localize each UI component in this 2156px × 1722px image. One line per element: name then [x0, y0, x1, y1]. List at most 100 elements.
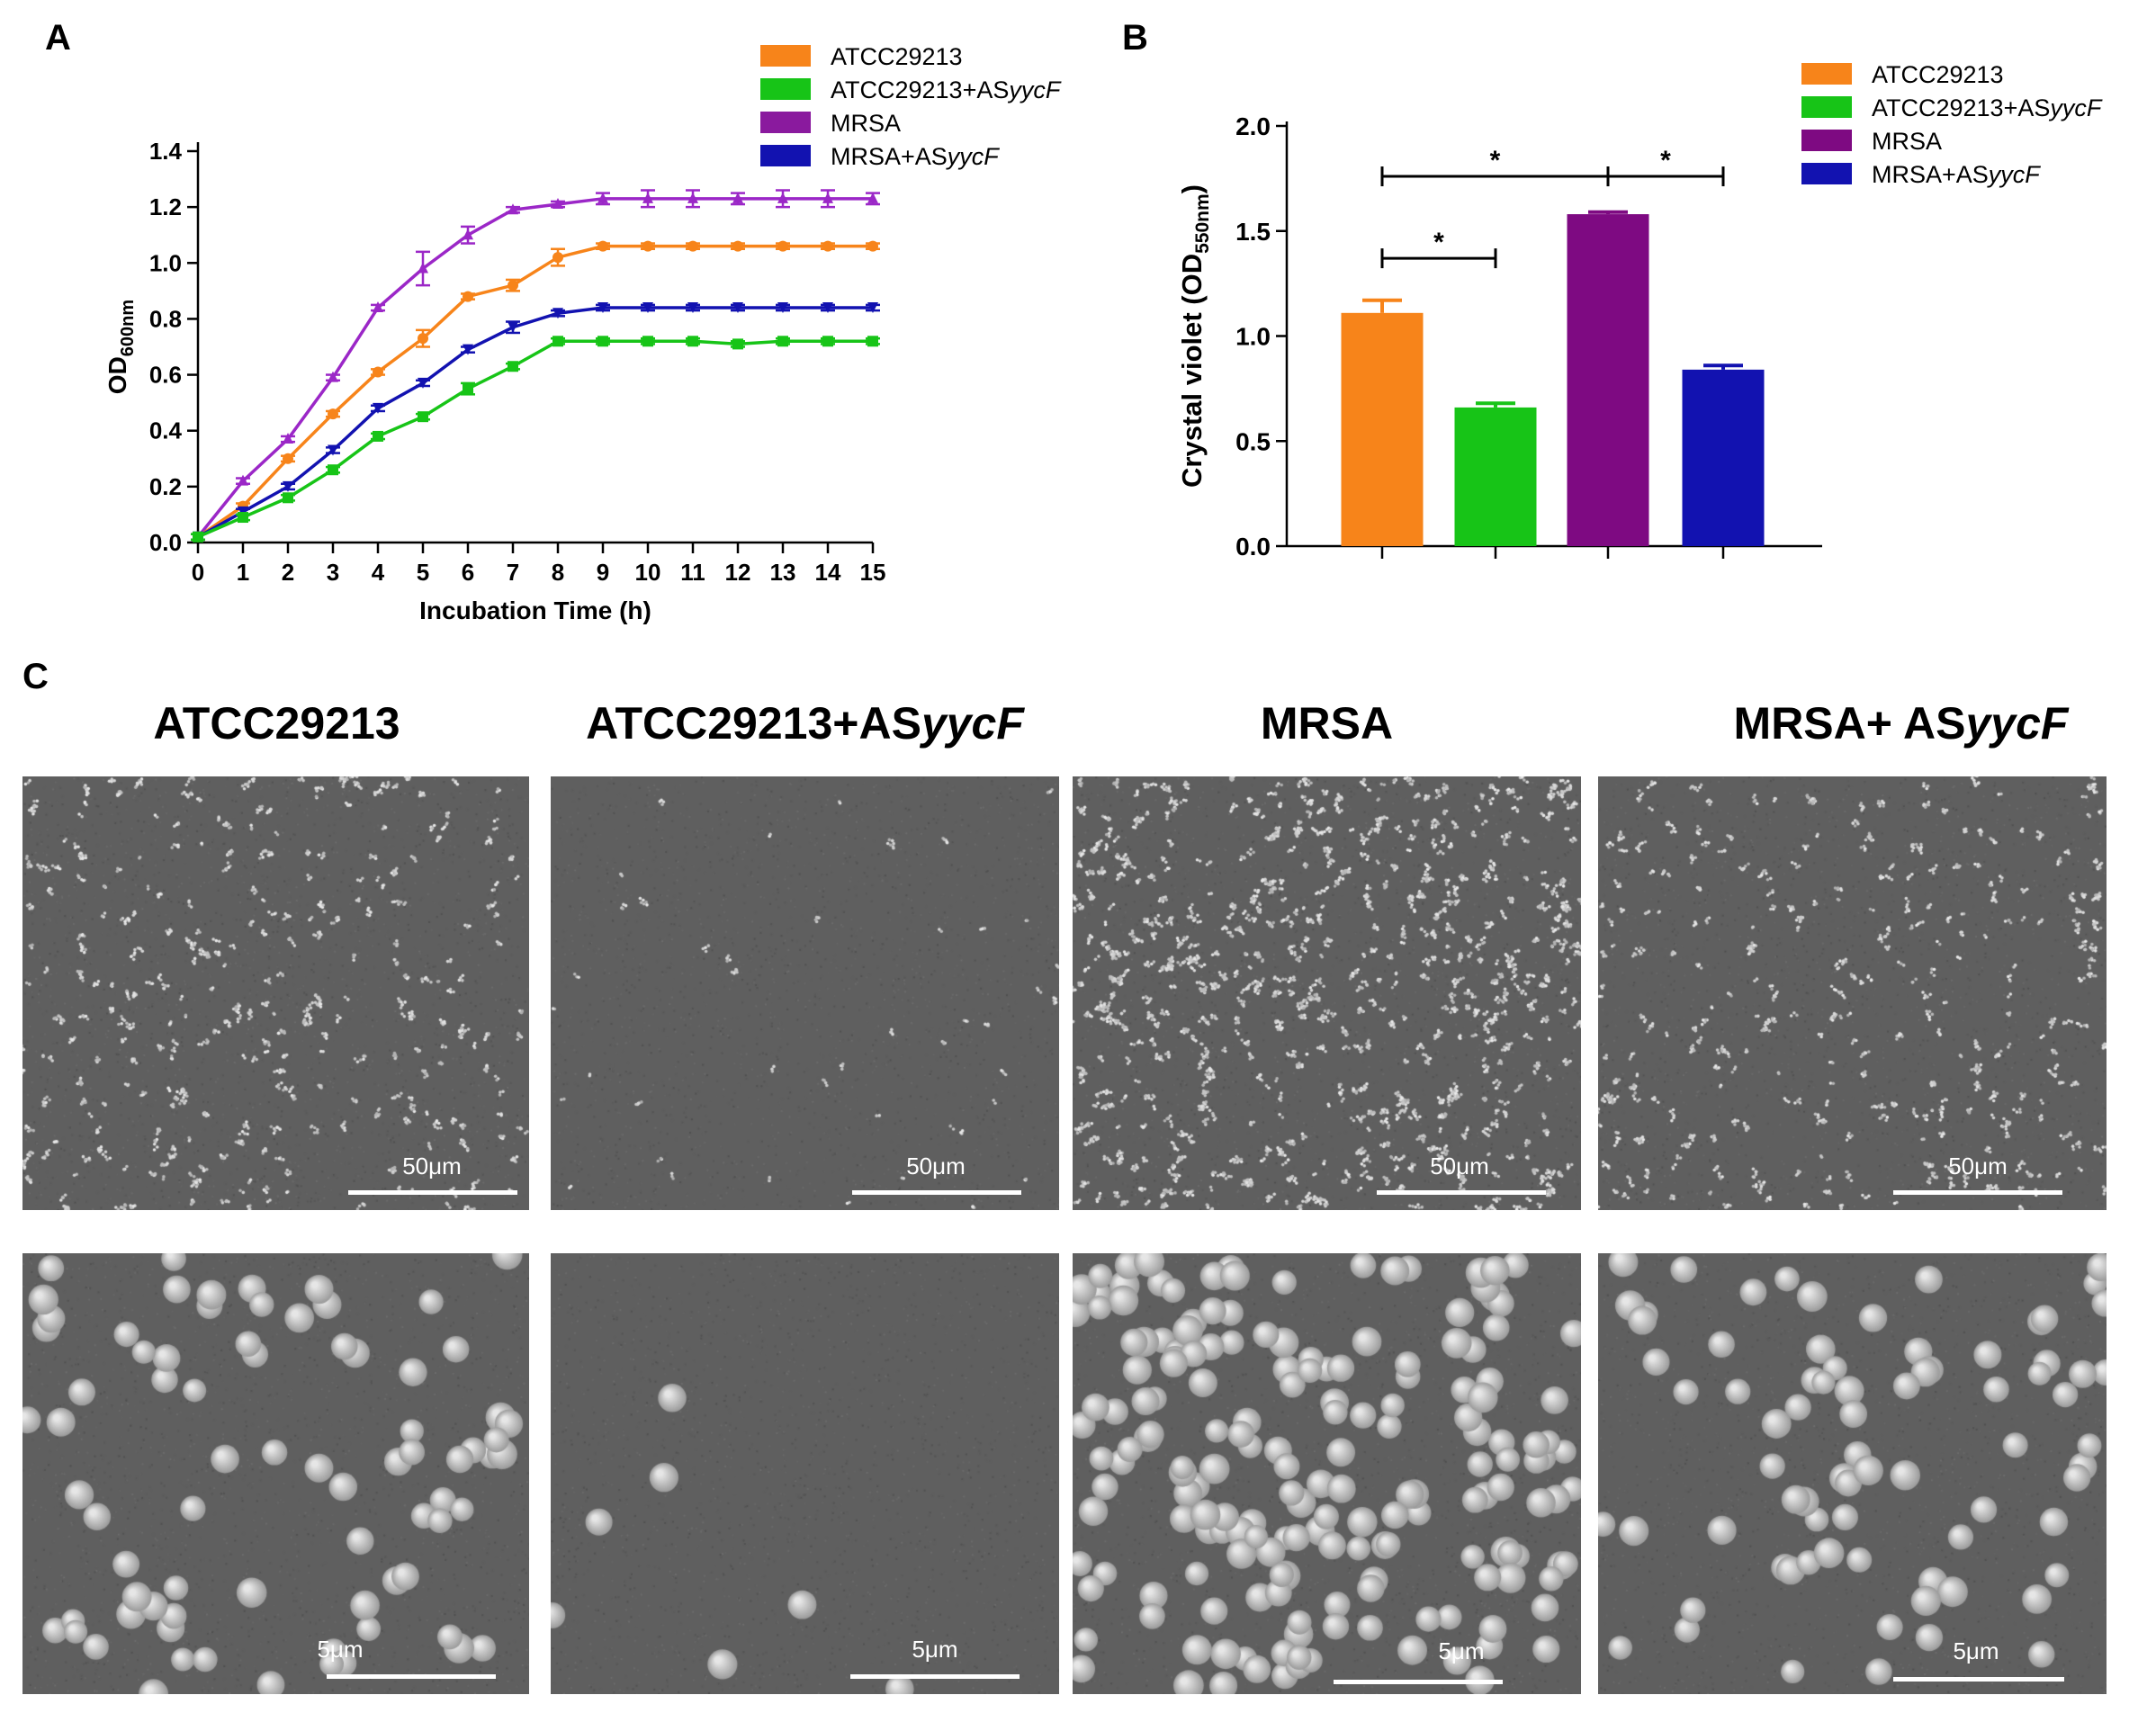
scale-bar-label: 5μm [317, 1636, 364, 1663]
data-point [418, 377, 428, 389]
data-point [328, 444, 338, 456]
data-point [777, 240, 788, 252]
data-point [642, 302, 653, 313]
data-point [732, 338, 743, 350]
x-tick-label: 14 [815, 559, 841, 586]
x-tick-label: 11 [680, 559, 705, 586]
data-point [867, 302, 878, 313]
data-point [822, 302, 833, 313]
sem-texture [1598, 776, 2107, 1210]
x-tick-label: 13 [770, 559, 796, 586]
data-point [463, 383, 473, 395]
data-point [732, 240, 743, 252]
sem-image-mrsa-low: 50μm [1073, 776, 1581, 1210]
series-line [196, 197, 873, 538]
data-point [867, 336, 878, 347]
sem-image-mrsa-asyycf-low: 50μm [1598, 776, 2107, 1210]
legend-swatch [760, 78, 811, 100]
data-point [328, 371, 338, 382]
significance-label: * [1660, 146, 1671, 175]
data-point [418, 262, 428, 274]
legend-swatch [1801, 130, 1852, 151]
sem-title-atcc: ATCC29213 [153, 698, 400, 749]
scale-bar-label: 5μm [1953, 1637, 1999, 1664]
sem-title-mrsa: MRSA [1260, 698, 1394, 749]
data-point [777, 192, 788, 203]
bar [1682, 369, 1765, 546]
scale-bar [327, 1674, 496, 1679]
scale-bar [1893, 1677, 2064, 1682]
sem-texture [1073, 1253, 1581, 1694]
data-point [777, 302, 788, 313]
scale-bar-label: 50μm [1948, 1152, 2008, 1179]
x-tick-label: 9 [597, 559, 609, 586]
data-point [193, 531, 203, 543]
legend-swatch [1801, 163, 1852, 184]
scale-bar-label: 5μm [1438, 1637, 1485, 1664]
data-point [238, 512, 248, 524]
growth-curve-chart: 0.00.20.40.60.81.01.21.40 1 2 3 4 5 6 7 8 9 10 11 12… [103, 43, 1062, 624]
data-point [867, 240, 878, 252]
data-point [508, 361, 518, 372]
data-point [552, 336, 563, 347]
sem-title-mrsa-asyycf: MRSA+ ASyycF [1733, 698, 2069, 749]
y-tick-label: 0.8 [149, 305, 182, 332]
legend-entry-italic: yycF [2048, 94, 2103, 121]
data-point [687, 240, 698, 252]
data-point [508, 203, 518, 215]
y-axis-label-subscript: 550nm [1192, 193, 1213, 254]
x-axis-label: Incubation Time (h) [419, 596, 651, 624]
y-tick-label: 0.6 [149, 362, 182, 389]
legend-entry: MRSA [1872, 128, 1942, 155]
scale-bar [1893, 1190, 2062, 1195]
panel-label-c: C [22, 657, 49, 696]
scale-bar [852, 1190, 1021, 1195]
data-point [687, 192, 698, 203]
scale-bar-label: 5μm [912, 1636, 958, 1663]
data-point [597, 336, 608, 347]
sem-texture [1598, 1253, 2107, 1694]
data-point [552, 198, 563, 210]
data-point [642, 192, 653, 203]
data-point [552, 252, 563, 264]
y-tick-label: 1.0 [149, 249, 182, 276]
y-tick-label: 1.4 [149, 138, 183, 165]
x-tick-label: 1 [237, 559, 249, 586]
legend-entry: MRSA+ASyycF [1872, 161, 2041, 188]
series-line [197, 339, 873, 539]
data-point [822, 192, 833, 203]
bar [1567, 214, 1649, 546]
sem-image-atcc-asyycf-low: 50μm [551, 776, 1059, 1210]
bar [1341, 312, 1424, 546]
y-tick-label: 0.0 [1235, 533, 1271, 561]
sem-texture [22, 1253, 529, 1694]
sem-texture [551, 1253, 1059, 1694]
data-point [508, 280, 518, 291]
data-point [867, 192, 878, 203]
x-tick-label: 15 [860, 559, 886, 586]
data-point [418, 333, 428, 345]
legend-entry: ATCC29213+ASyycF [1872, 94, 2103, 121]
data-point [687, 302, 698, 313]
data-point [418, 411, 428, 423]
data-point [508, 321, 518, 333]
y-tick-label: 0.0 [149, 529, 182, 556]
data-point [732, 302, 743, 313]
x-tick-label: 8 [552, 559, 564, 586]
legend-swatch [1801, 63, 1852, 85]
data-point [822, 336, 833, 347]
legend-entry-italic: yycF [1007, 76, 1062, 103]
panel-label-a: A [45, 18, 71, 58]
sem-texture [1073, 776, 1581, 1210]
x-tick-label: 2 [282, 559, 294, 586]
data-point [238, 474, 248, 486]
y-axis-label: OD600nm [103, 300, 138, 394]
legend-entry: MRSA+ASyycF [831, 143, 1000, 170]
series-line [197, 244, 873, 539]
scale-bar-label: 50μm [402, 1152, 462, 1179]
data-point [283, 453, 293, 464]
sem-texture [22, 776, 529, 1210]
significance-label: * [1490, 146, 1501, 175]
legend-swatch [760, 112, 811, 133]
scale-bar [850, 1674, 1020, 1679]
